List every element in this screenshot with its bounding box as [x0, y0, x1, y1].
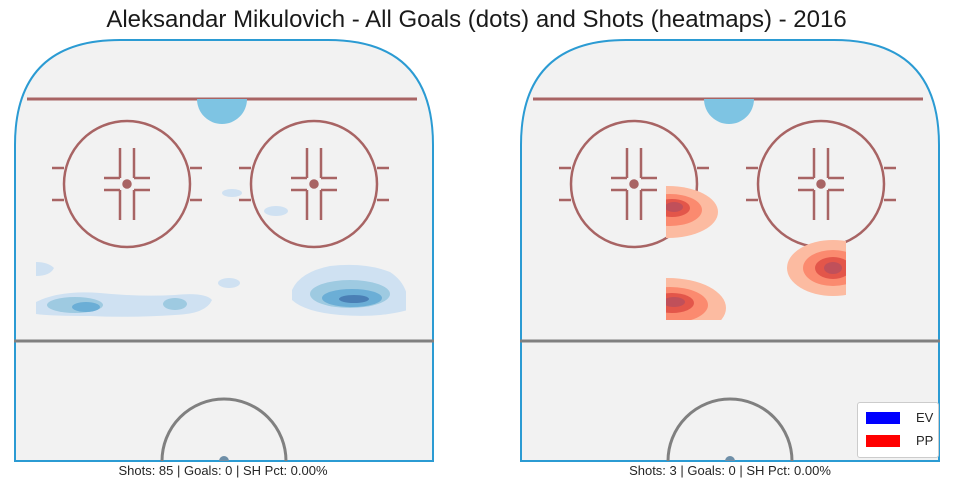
rink-left — [14, 39, 434, 462]
density-level-4 — [666, 202, 842, 307]
center-circle — [160, 397, 288, 462]
chart-title: Aleksandar Mikulovich - All Goals (dots)… — [106, 6, 847, 33]
rink-right — [520, 39, 940, 462]
faceoff-circle-left — [52, 119, 202, 249]
density-level-4 — [339, 295, 369, 303]
center-dot — [725, 456, 735, 461]
goal-crease — [197, 99, 247, 124]
center-dot — [219, 456, 229, 461]
faceoff-circle-left — [559, 119, 709, 249]
rink-boards — [14, 39, 434, 462]
faceoff-circle-right — [239, 119, 389, 249]
caption-pp: Shots: 3 | Goals: 0 | SH Pct: 0.00% — [629, 463, 831, 478]
legend-swatch-pp — [866, 435, 900, 447]
legend-label-ev: EV — [916, 410, 934, 425]
legend-entry-pp: PP — [866, 433, 936, 449]
legend-swatch-ev — [866, 412, 900, 424]
heatmap-ev — [36, 189, 406, 317]
goal-crease — [704, 99, 754, 124]
legend-entry-ev: EV — [866, 410, 936, 426]
heatmap-pp — [666, 186, 846, 320]
center-circle — [666, 397, 794, 462]
legend-label-pp: PP — [916, 433, 934, 448]
caption-ev: Shots: 85 | Goals: 0 | SH Pct: 0.00% — [118, 463, 328, 478]
legend: EV PP — [857, 402, 939, 458]
rink-boards — [520, 39, 940, 462]
